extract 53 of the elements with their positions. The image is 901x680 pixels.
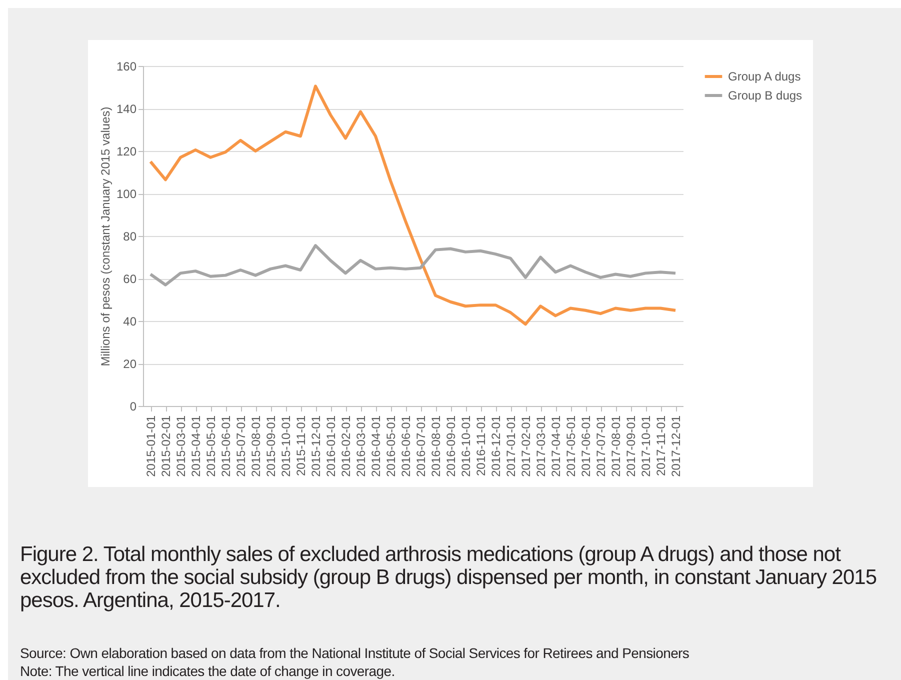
x-tick-label: 2017-09-01 bbox=[624, 415, 638, 477]
y-tick-label: 20 bbox=[123, 357, 137, 371]
x-tick-label: 2017-11-01 bbox=[654, 415, 668, 476]
x-tick-label: 2015-08-01 bbox=[249, 415, 263, 477]
x-tick-label: 2016-10-01 bbox=[459, 415, 473, 477]
x-tick-label: 2017-12-01 bbox=[669, 415, 683, 477]
x-tick-label: 2016-06-01 bbox=[399, 415, 413, 477]
x-tick-label: 2016-04-01 bbox=[369, 415, 383, 477]
x-tick-label: 2017-05-01 bbox=[564, 415, 578, 477]
x-tick-label: 2017-10-01 bbox=[639, 415, 653, 477]
x-tick-label: 2016-12-01 bbox=[489, 415, 503, 477]
legend-label: Group A dugs bbox=[728, 70, 801, 84]
y-tick-label: 80 bbox=[123, 230, 137, 244]
y-tick-label: 140 bbox=[116, 102, 137, 116]
x-tick-label: 2016-02-01 bbox=[339, 415, 353, 477]
x-tick-label: 2017-02-01 bbox=[519, 415, 533, 477]
x-tick-label: 2016-11-01 bbox=[474, 415, 488, 476]
x-tick-label: 2016-08-01 bbox=[429, 415, 443, 477]
y-tick-label: 0 bbox=[130, 400, 137, 414]
x-tick-label: 2017-04-01 bbox=[549, 415, 563, 477]
x-tick-label: 2016-01-01 bbox=[324, 415, 338, 477]
x-tick-label: 2016-03-01 bbox=[354, 415, 368, 477]
x-tick-label: 2015-04-01 bbox=[189, 415, 203, 477]
x-tick-label: 2015-11-01 bbox=[294, 415, 308, 476]
x-tick-label: 2015-05-01 bbox=[204, 415, 218, 477]
x-tick-label: 2016-07-01 bbox=[414, 415, 428, 477]
y-tick-label: 160 bbox=[116, 60, 137, 74]
legend-label: Group B dugs bbox=[728, 88, 802, 102]
x-tick-label: 2016-09-01 bbox=[444, 415, 458, 477]
x-tick-label: 2015-07-01 bbox=[234, 415, 248, 477]
x-tick-label: 2017-01-01 bbox=[504, 415, 518, 477]
y-axis-title: Millions of pesos (constant January 2015 values) bbox=[98, 106, 112, 366]
x-tick-label: 2017-06-01 bbox=[579, 415, 593, 477]
x-tick-label: 2015-06-01 bbox=[219, 415, 233, 477]
line-series bbox=[149, 244, 677, 286]
x-tick-label: 2017-08-01 bbox=[609, 415, 623, 477]
x-tick-label: 2017-07-01 bbox=[594, 415, 608, 477]
text: Figure 2. Total monthly sales of excluded arthrosis medications (group A drugs) and those not excluded from the social subsidy (group B drugs) dispensed per month, in constant January 2015 pesos. Argentina, 2015-2017. bbox=[20, 543, 878, 612]
x-tick-label: 2016-05-01 bbox=[384, 415, 398, 477]
x-tick-label: 2015-03-01 bbox=[174, 415, 188, 477]
x-tick-label: 2015-12-01 bbox=[309, 415, 323, 477]
x-tick-label: 2015-09-01 bbox=[264, 415, 278, 477]
x-tick-label: 2017-03-01 bbox=[534, 415, 548, 477]
x-tick-label: 2015-10-01 bbox=[279, 415, 293, 477]
source-note: Source: Own elaboration based on data from the National Institute of Social Services for Retirees and Pensioners bbox=[20, 645, 690, 661]
text: Note: The vertical line indicates the date of change in coverage. bbox=[20, 663, 396, 679]
x-tick-label: 2015-02-01 bbox=[159, 415, 173, 477]
y-tick-label: 100 bbox=[116, 187, 137, 201]
y-tick-label: 40 bbox=[123, 314, 137, 328]
x-tick-label: 2015-01-01 bbox=[144, 415, 158, 477]
y-tick-label: 60 bbox=[123, 272, 137, 286]
y-tick-label: 120 bbox=[116, 144, 137, 158]
line-series bbox=[149, 84, 677, 326]
